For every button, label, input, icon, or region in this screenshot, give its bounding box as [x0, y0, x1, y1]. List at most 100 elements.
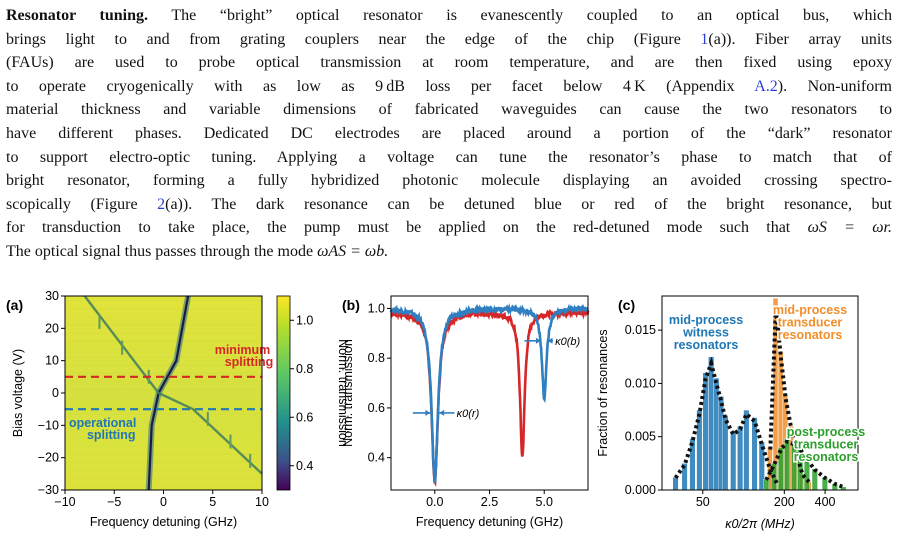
y-tick-label: 20: [45, 321, 59, 335]
heatmap-mode-dark: [83, 295, 263, 475]
line-8: bright resonator, forming a fully hybrid…: [6, 172, 892, 190]
series-label-3: resonators: [794, 450, 859, 464]
kappa-b-arrowhead-left: [535, 337, 541, 344]
line-10: for transduction to take place, the pump…: [6, 219, 808, 237]
histogram-bar: [763, 479, 770, 491]
histogram-bar: [689, 438, 696, 491]
heatmap-row: [65, 316, 262, 318]
panel-c-frame: [661, 295, 859, 491]
minimum-splitting-label: splitting: [225, 355, 274, 369]
heatmap-row: [65, 308, 262, 310]
figure-2-ref-link[interactable]: 2: [157, 195, 166, 213]
operational-splitting-label: splitting: [87, 428, 136, 442]
y-axis-label: Bias voltage (V): [11, 349, 25, 437]
heatmap-row: [65, 485, 262, 488]
histogram-bar: [751, 417, 758, 491]
figure-ref-link[interactable]: 1: [700, 30, 709, 48]
x-axis-label: Frequency detuning (GHz): [90, 515, 237, 529]
heatmap-row: [65, 437, 262, 439]
kappa-b-label: κ0(b): [555, 336, 580, 348]
heatmap-row: [65, 356, 262, 358]
histogram-bar: [672, 476, 679, 491]
minimum-splitting-label: minimum: [215, 343, 271, 357]
line-2: brings light to and from grating coupler…: [6, 30, 701, 48]
histogram-bar: [722, 415, 729, 491]
x-tick-label: 200: [774, 495, 795, 509]
histogram-bar: [777, 447, 784, 491]
figure: (a)minimumsplittingoperationalsplitting−…: [6, 289, 867, 531]
x-tick-label: 5: [209, 495, 216, 509]
y-axis-label: Fraction of resonances: [596, 329, 610, 456]
omega-as-equation: ωAS = ωb.: [317, 242, 389, 260]
y-tick-label: 0.010: [625, 376, 656, 390]
x-axis-label: κ0/2π (MHz): [725, 517, 795, 531]
panel-b: (b) 0.0 2.5 5.0 1.0 0.8 0.6 0.4 Frequency detuni…: [341, 295, 590, 529]
kappa-b-arrowhead-right: [547, 337, 553, 344]
colorbar-label: Norm. transmission: [336, 339, 350, 447]
body-paragraph: Resonator tuning. The “bright” optical r…: [6, 7, 893, 260]
heatmap-area: [65, 296, 262, 490]
heatmap-row: [65, 445, 262, 447]
fit-curve: [673, 356, 780, 486]
line-9: scopically (Figure: [6, 195, 158, 213]
y-tick-label: −30: [38, 483, 59, 497]
heatmap-row: [65, 453, 262, 455]
line-5: material thickness and variable dimensio…: [6, 101, 892, 119]
series-label-1: mid-process: [669, 313, 743, 327]
heatmap-row: [65, 348, 262, 350]
heatmap-row: [65, 421, 262, 423]
y-tick-label: −20: [38, 451, 59, 465]
heatmap-row: [65, 461, 262, 463]
y-axis-label: Norm. transmission: [341, 339, 355, 447]
heatmap-row: [65, 469, 262, 471]
line-4: to operate cryogenically with as low as …: [6, 77, 755, 95]
x-tick-label: 2.5: [481, 495, 498, 509]
y-tick-label: 0.000: [625, 483, 656, 497]
operational-splitting-label: operational: [69, 416, 136, 430]
series-label-2: transducer: [778, 316, 843, 330]
heatmap-row: [65, 300, 262, 302]
series-label-2: resonators: [778, 328, 843, 342]
histogram-bar: [730, 431, 737, 491]
fit-curve: [768, 307, 811, 484]
line-11: The optical signal thus passes through t…: [6, 242, 318, 260]
line-7: to support electro-optic tuning. Applyin…: [6, 148, 892, 166]
line-1: The “bright” optical resonator is evanes…: [148, 7, 893, 24]
panel-a-label: (a): [6, 297, 23, 313]
colorbar: [276, 295, 291, 491]
x-tick-label: 5.0: [536, 495, 553, 509]
line-3: (FAUs) are used to probe optical transmi…: [6, 54, 892, 72]
histogram-bar: [737, 425, 744, 491]
y-tick-label: 0.015: [625, 323, 656, 337]
y-tick-label: 10: [45, 354, 59, 368]
heatmap-row: [65, 413, 262, 415]
colorbar-tick-label: 0.6: [296, 410, 313, 424]
heatmap-row: [65, 429, 262, 431]
heatmap-row: [65, 340, 262, 342]
y-tick-label: 0.005: [625, 430, 656, 444]
y-tick-label: 30: [45, 289, 59, 303]
kappa-r-arrowhead-left: [425, 409, 431, 416]
panel-a: (a)minimumsplittingoperationalsplitting−…: [6, 289, 350, 529]
x-axis-label: Frequency detuning (GHz): [416, 515, 563, 529]
y-tick-label: 0.6: [368, 401, 385, 415]
x-tick-label: 10: [255, 495, 269, 509]
paragraph-heading: Resonator tuning.: [6, 7, 149, 24]
heatmap-row: [65, 364, 262, 366]
x-tick-label: 50: [696, 495, 710, 509]
y-tick-label: 0.8: [368, 351, 385, 365]
heatmap-row: [65, 324, 262, 326]
x-tick-label: 0: [160, 495, 167, 509]
panel-c-label: (c): [618, 297, 635, 313]
heatmap-row: [65, 332, 262, 334]
x-tick-label: 400: [815, 495, 836, 509]
appendix-ref-link[interactable]: A.2: [754, 77, 778, 95]
panel-c: (c) 50 200 400 0.000 0.005 0.010 0.015 κ0/2π (MH…: [596, 295, 867, 531]
heatmap-row: [65, 405, 262, 407]
series-label-1: witness: [682, 326, 729, 340]
panel-b-label: (b): [342, 297, 360, 313]
blue-spectrum-line: [389, 302, 589, 484]
line-6: have different phases. Dedicated DC elec…: [6, 124, 892, 142]
x-tick-label: −5: [107, 495, 121, 509]
series-label-2: mid-process: [773, 303, 847, 317]
